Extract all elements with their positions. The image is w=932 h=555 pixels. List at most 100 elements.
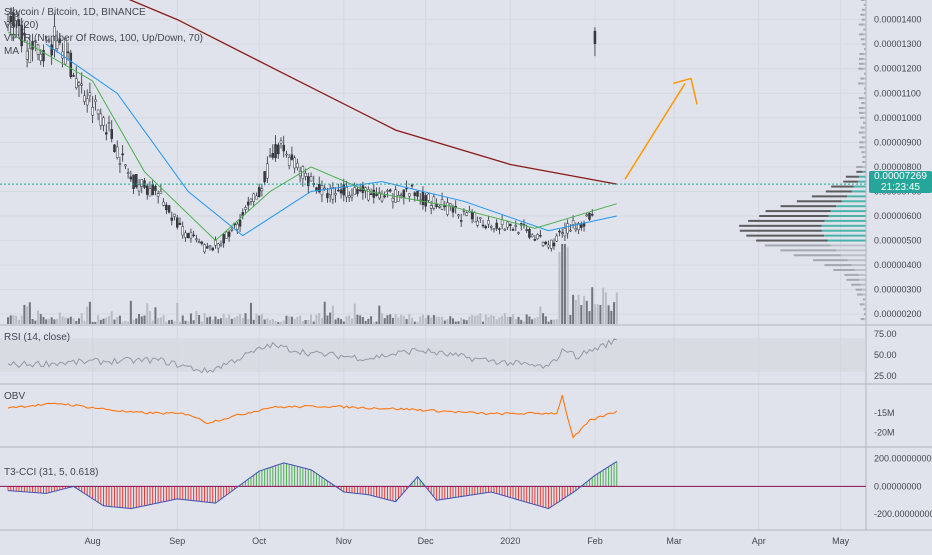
- volume-bar: [501, 315, 504, 324]
- vpvr-bar-down: [793, 254, 841, 257]
- candle-up: [536, 234, 539, 240]
- candle-up: [44, 35, 48, 38]
- candle-down: [339, 189, 343, 194]
- volume-bar: [413, 321, 416, 324]
- price-axis-label: 0.00000500: [874, 236, 922, 246]
- volume-bar: [424, 317, 427, 324]
- vpvr-legend[interactable]: VPVR (Number Of Rows, 100, Up/Down, 70): [4, 33, 203, 44]
- price-axis-label: 0.00001200: [874, 64, 922, 74]
- vpvr-bar-down: [862, 156, 865, 159]
- candle-down: [533, 238, 537, 241]
- volume-bar: [56, 319, 59, 324]
- volume-bar: [176, 302, 179, 324]
- volume-bar: [260, 314, 263, 324]
- volume-bar: [465, 320, 468, 324]
- candle-down: [277, 144, 280, 155]
- vpvr-bar-up: [863, 131, 866, 134]
- volume-bar: [299, 315, 302, 324]
- candle-up: [75, 78, 78, 88]
- candle-up: [252, 193, 255, 202]
- volume-bar: [402, 315, 405, 324]
- candle-down: [317, 184, 321, 193]
- candle-down: [315, 187, 318, 191]
- candle-down: [544, 241, 548, 245]
- volume-bar: [443, 320, 446, 324]
- candle-up: [137, 184, 141, 192]
- candle-up: [249, 198, 253, 202]
- symbol-title[interactable]: Skycoin / Bitcoin, 1D, BINANCE: [4, 7, 146, 18]
- volume-bar: [296, 317, 299, 324]
- candle-up: [550, 239, 553, 249]
- time-axis-label: Feb: [587, 536, 603, 546]
- volume-bar: [168, 320, 171, 324]
- obv-axis-label: -20M: [874, 427, 895, 437]
- vpvr-bar-down: [862, 43, 865, 46]
- candle-up: [517, 232, 520, 234]
- candle-up: [28, 47, 32, 64]
- volume-bar: [476, 315, 479, 324]
- volume-bar: [53, 319, 56, 324]
- vpvr-bar-up: [853, 185, 866, 188]
- candle-up: [479, 217, 482, 219]
- volume-bar: [293, 319, 296, 324]
- candle-down: [511, 229, 515, 231]
- candle-down: [23, 32, 26, 35]
- candle-down: [246, 201, 250, 206]
- volume-bar: [435, 316, 438, 324]
- volume-bar: [77, 318, 80, 324]
- volume-bar: [140, 316, 143, 324]
- cci-legend[interactable]: T3-CCI (31, 5, 0.618): [4, 467, 99, 478]
- volume-bar: [108, 315, 111, 324]
- volume-bar: [23, 304, 26, 324]
- vpvr-bar-down: [858, 131, 864, 134]
- volume-bar: [517, 316, 520, 324]
- candle-up: [399, 194, 403, 197]
- volume-bar: [569, 314, 572, 324]
- ma-legend[interactable]: MA: [4, 46, 19, 57]
- candle-up: [279, 140, 283, 144]
- candle-down: [72, 75, 75, 77]
- volume-bar: [432, 315, 435, 324]
- volume-bar: [610, 310, 613, 324]
- candle-up: [323, 187, 326, 190]
- rsi-legend[interactable]: RSI (14, close): [4, 332, 71, 343]
- candle-up: [64, 38, 67, 65]
- volume-bar: [449, 316, 452, 324]
- vpvr-bar-up: [840, 254, 866, 257]
- candle-down: [135, 174, 138, 188]
- volume-bar: [547, 321, 550, 324]
- volume-bar: [353, 303, 356, 324]
- volume-bar: [69, 316, 72, 324]
- candle-up: [96, 109, 100, 115]
- price-axis-label: 0.00001000: [874, 113, 922, 123]
- volume-bar: [83, 320, 86, 324]
- vpvr-bar-down: [863, 308, 866, 311]
- vpvr-bar-down: [861, 8, 865, 11]
- volume-bar: [389, 314, 392, 324]
- candle-up: [514, 225, 518, 227]
- volume-bar: [583, 295, 586, 324]
- obv-legend[interactable]: OBV: [4, 391, 26, 402]
- volume-bar: [613, 302, 616, 324]
- candle-up: [287, 156, 291, 167]
- candle-up: [184, 232, 187, 238]
- candle-down: [528, 229, 531, 238]
- vpvr-bar-up: [864, 156, 866, 159]
- vpvr-bar-up: [854, 269, 866, 271]
- volume-bar: [561, 243, 564, 324]
- candle-up: [386, 190, 389, 192]
- candle-down: [421, 191, 425, 205]
- vpvr-bar-up: [864, 0, 866, 2]
- candle-down: [443, 205, 447, 208]
- candle-up: [34, 40, 37, 42]
- candle-down: [145, 185, 149, 195]
- volume-legend[interactable]: Vol (20): [4, 20, 39, 31]
- candle-down: [178, 223, 182, 225]
- volume-bar: [525, 314, 528, 324]
- candle-down: [257, 187, 261, 197]
- vpvr-bar-down: [765, 210, 831, 213]
- candle-down: [459, 220, 463, 222]
- candle-up: [547, 244, 550, 248]
- vpvr-bar-up: [862, 165, 866, 168]
